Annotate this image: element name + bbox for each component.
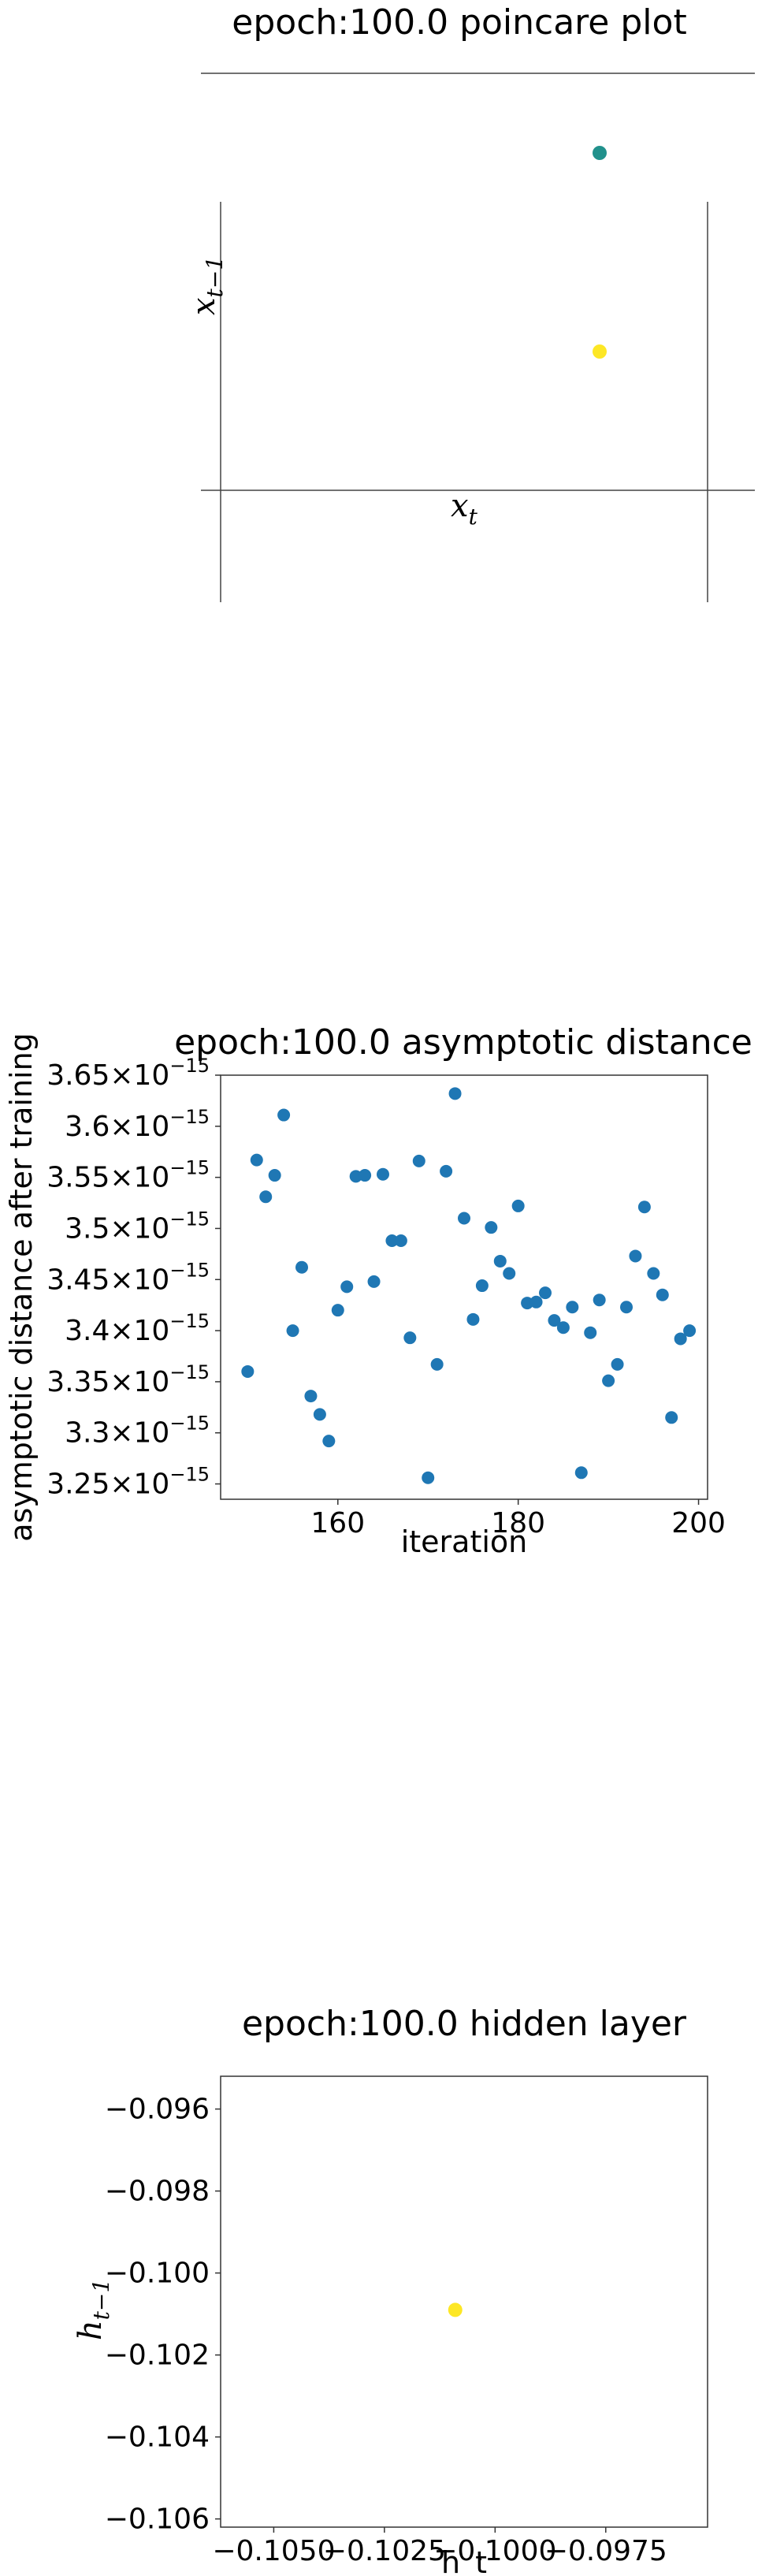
hidden-x-tick-label: −0.1000	[433, 2535, 556, 2567]
hidden-y-tick-label: −0.106	[105, 2503, 210, 2536]
asymptotic-point	[422, 1471, 435, 1484]
poincare-x-label-sub: t	[469, 504, 478, 530]
svg-text:ht−1: ht−1	[72, 2279, 114, 2340]
hidden-x-tick-label: −0.1025	[323, 2535, 446, 2567]
hidden-y-tick-label: −0.098	[105, 2176, 210, 2208]
asymptotic-point	[277, 1108, 291, 1122]
asymptotic-y-tick-label: 3.25×10−15	[46, 1464, 210, 1501]
asymptotic-point	[403, 1331, 417, 1345]
asymptotic-point	[665, 1411, 678, 1424]
hidden-layer-y-label: ht−1	[72, 2279, 114, 2340]
poincare-point	[593, 146, 607, 160]
hidden-x-tick-label: −0.1050	[212, 2535, 335, 2567]
poincare-x-label-main: x	[451, 488, 469, 524]
asymptotic-point	[304, 1390, 318, 1403]
asymptotic-x-tick-label: 180	[491, 1507, 545, 1539]
asymptotic-x-label: iteration	[401, 1524, 528, 1559]
hidden-layer-panel: epoch:100.0 hidden layer −0.096 −0.098 −0.…	[0, 1994, 758, 2576]
asymptotic-point	[574, 1466, 588, 1480]
asymptotic-point	[647, 1267, 660, 1280]
asymptotic-y-tick-label: 3.3×10−15	[65, 1413, 210, 1450]
poincare-plot-title: epoch:100.0 poincare plot	[232, 2, 686, 43]
asymptotic-point	[259, 1190, 273, 1204]
asymptotic-point	[674, 1332, 687, 1346]
asymptotic-y-tick-label: 3.5×10−15	[65, 1208, 210, 1245]
hidden-layer-y-label-main: h	[72, 2320, 109, 2340]
hidden-y-tick-label: −0.096	[105, 2094, 210, 2126]
hidden-layer-x-label: h_t	[441, 2545, 487, 2576]
asymptotic-y-tick-label: 3.4×10−15	[65, 1310, 210, 1347]
asymptotic-point	[268, 1169, 281, 1182]
poincare-plot-panel: epoch:100.0 poincare plot xt−1 xt	[0, 0, 758, 631]
asymptotic-point	[511, 1199, 525, 1212]
asymptotic-point	[412, 1154, 425, 1167]
hidden-layer-point	[448, 2302, 463, 2317]
hidden-y-tick-label: −0.102	[105, 2340, 210, 2372]
asymptotic-point	[394, 1234, 407, 1248]
asymptotic-y-tick-label: 3.35×10−15	[46, 1361, 210, 1398]
asymptotic-point	[539, 1286, 552, 1300]
asymptotic-plot-panel: epoch:100.0 asymptotic distance 3.25×10−…	[0, 1009, 758, 1600]
asymptotic-point	[637, 1201, 651, 1214]
asymptotic-point	[503, 1267, 516, 1280]
asymptotic-point	[475, 1279, 489, 1293]
asymptotic-point	[683, 1324, 697, 1338]
poincare-point	[593, 344, 607, 359]
asymptotic-point	[602, 1374, 615, 1387]
poincare-y-label: xt−1	[186, 256, 228, 315]
asymptotic-point	[331, 1304, 344, 1317]
hidden-layer-frame	[220, 2075, 708, 2528]
poincare-y-label-main: x	[186, 297, 222, 315]
asymptotic-point	[620, 1301, 633, 1314]
asymptotic-point	[493, 1254, 507, 1268]
poincare-y-label-sub: t−1	[202, 256, 228, 298]
asymptotic-point	[286, 1324, 299, 1338]
asymptotic-point	[295, 1260, 308, 1274]
poincare-x-label: xt	[451, 488, 478, 530]
asymptotic-y-tick-label: 3.45×10−15	[46, 1259, 210, 1296]
asymptotic-point	[340, 1280, 354, 1294]
asymptotic-point	[241, 1364, 255, 1378]
asymptotic-plot-svg: epoch:100.0 asymptotic distance 3.25×10−…	[4, 1022, 752, 1559]
hidden-layer-y-label-sub: t−1	[88, 2279, 114, 2321]
asymptotic-y-label: asymptotic distance after training	[4, 1033, 39, 1542]
asymptotic-point	[359, 1169, 372, 1182]
asymptotic-point	[466, 1312, 480, 1326]
asymptotic-point	[529, 1295, 543, 1308]
asymptotic-point	[556, 1321, 570, 1335]
asymptotic-point	[593, 1294, 606, 1307]
asymptotic-y-tick-label: 3.55×10−15	[46, 1157, 210, 1194]
asymptotic-plot-title: epoch:100.0 asymptotic distance	[174, 1022, 752, 1063]
asymptotic-point	[548, 1314, 561, 1327]
asymptotic-plot-frame	[220, 1074, 708, 1500]
asymptotic-point	[611, 1357, 624, 1371]
asymptotic-point	[566, 1301, 579, 1314]
asymptotic-point	[584, 1326, 597, 1339]
asymptotic-point	[629, 1249, 642, 1263]
asymptotic-point	[377, 1167, 389, 1181]
hidden-y-tick-label: −0.104	[105, 2422, 210, 2454]
asymptotic-point	[385, 1234, 399, 1248]
asymptotic-point	[313, 1408, 326, 1421]
asymptotic-point	[458, 1212, 470, 1225]
asymptotic-point	[440, 1164, 453, 1178]
asymptotic-point	[485, 1221, 498, 1234]
asymptotic-x-tick-label: 160	[310, 1507, 365, 1539]
asymptotic-point	[322, 1435, 336, 1448]
asymptotic-y-tick-label: 3.6×10−15	[65, 1106, 210, 1143]
asymptotic-y-tick-label: 3.65×10−15	[46, 1055, 210, 1092]
asymptotic-point	[367, 1275, 381, 1288]
asymptotic-x-tick-label: 200	[671, 1507, 726, 1539]
svg-text:xt−1: xt−1	[186, 256, 228, 315]
hidden-y-tick-label: −0.100	[105, 2258, 210, 2290]
asymptotic-point	[448, 1087, 462, 1100]
hidden-x-tick-label: −0.0975	[544, 2535, 667, 2567]
hidden-layer-title: epoch:100.0 hidden layer	[242, 2004, 687, 2044]
asymptotic-point	[656, 1288, 669, 1301]
asymptotic-point	[250, 1153, 263, 1167]
hidden-layer-svg: epoch:100.0 hidden layer −0.096 −0.098 −0.…	[72, 2004, 708, 2576]
poincare-plot-svg: epoch:100.0 poincare plot xt−1 xt	[186, 2, 755, 602]
asymptotic-point	[430, 1357, 444, 1371]
